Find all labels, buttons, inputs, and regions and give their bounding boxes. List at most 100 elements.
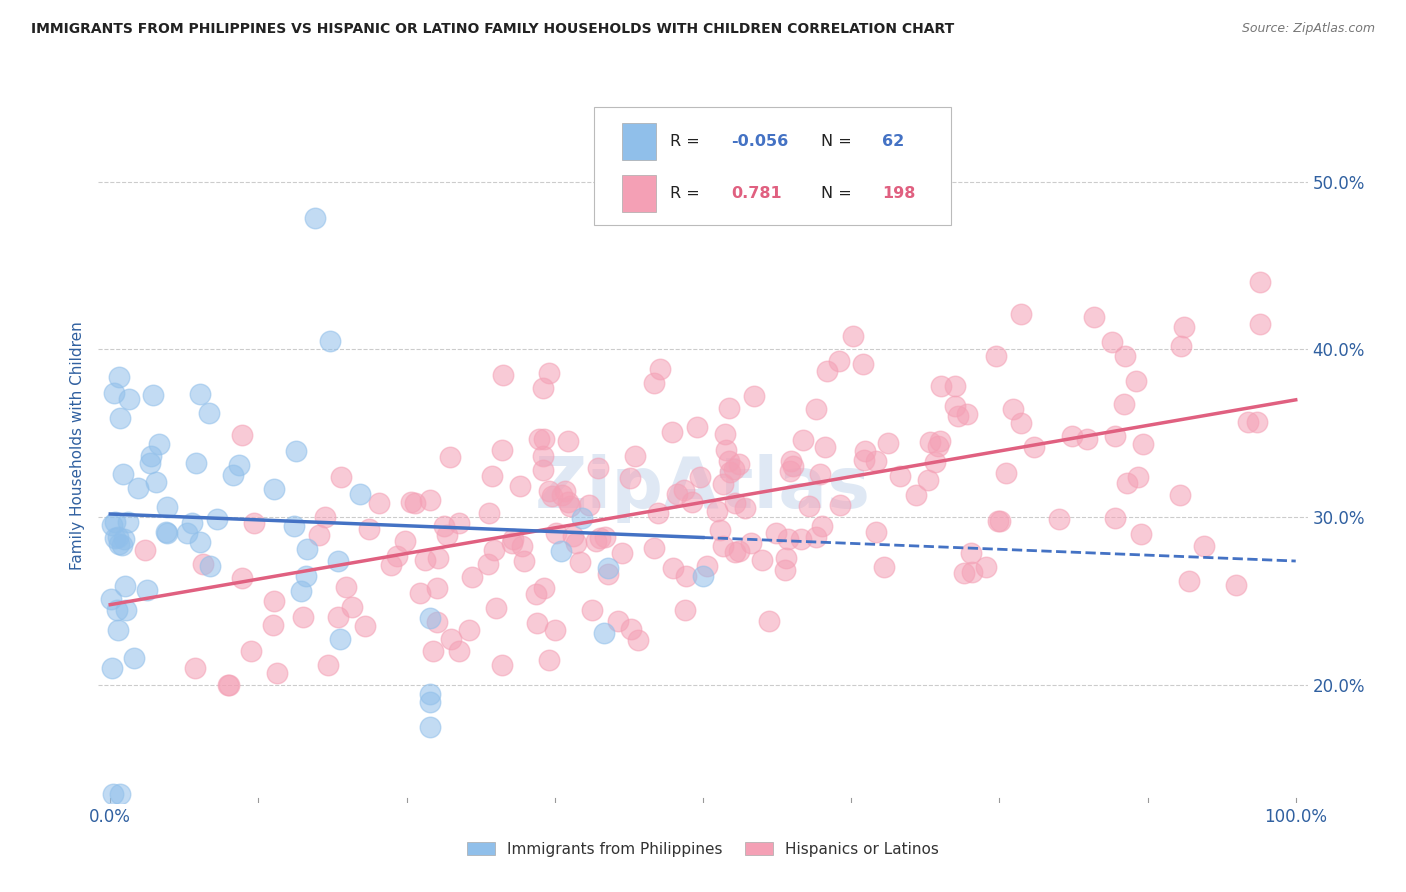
Point bbox=[217, 678, 239, 692]
Point bbox=[193, 558, 215, 572]
Point bbox=[557, 495, 579, 509]
Point bbox=[1249, 318, 1271, 332]
Point bbox=[662, 561, 685, 575]
Text: R =: R = bbox=[671, 186, 710, 201]
Point bbox=[484, 600, 506, 615]
Point bbox=[929, 379, 952, 393]
Point bbox=[108, 537, 131, 551]
Point bbox=[593, 530, 616, 544]
Point bbox=[714, 427, 737, 442]
Point bbox=[316, 657, 339, 672]
Point bbox=[1178, 574, 1201, 589]
Point bbox=[624, 450, 647, 464]
Point bbox=[103, 386, 125, 401]
Point bbox=[436, 528, 458, 542]
Text: 0.781: 0.781 bbox=[731, 186, 782, 201]
Text: Source: ZipAtlas.com: Source: ZipAtlas.com bbox=[1241, 22, 1375, 36]
Point bbox=[404, 496, 426, 510]
Point bbox=[1101, 335, 1123, 350]
Point bbox=[797, 499, 820, 513]
Point bbox=[426, 615, 449, 629]
Point bbox=[477, 557, 499, 571]
Point bbox=[943, 379, 966, 393]
Point bbox=[134, 542, 156, 557]
Point bbox=[734, 500, 756, 515]
Point bbox=[723, 462, 745, 476]
Point bbox=[228, 458, 250, 472]
Point bbox=[349, 487, 371, 501]
Point bbox=[740, 536, 762, 550]
Point bbox=[544, 624, 567, 638]
Point bbox=[491, 442, 513, 457]
Point bbox=[804, 530, 827, 544]
Point bbox=[218, 678, 240, 692]
Point bbox=[100, 517, 122, 532]
Point bbox=[100, 661, 122, 675]
Point bbox=[176, 525, 198, 540]
Point bbox=[492, 368, 515, 383]
Point bbox=[117, 516, 139, 530]
Point bbox=[946, 409, 969, 423]
Point bbox=[778, 532, 800, 546]
Point bbox=[531, 449, 554, 463]
Legend: Immigrants from Philippines, Hispanics or Latinos: Immigrants from Philippines, Hispanics o… bbox=[461, 836, 945, 863]
Point bbox=[419, 493, 441, 508]
Point bbox=[108, 788, 131, 802]
Point bbox=[531, 381, 554, 395]
Point bbox=[724, 545, 747, 559]
Point bbox=[427, 550, 450, 565]
Point bbox=[263, 594, 285, 608]
Point bbox=[1125, 374, 1147, 388]
Point bbox=[380, 558, 402, 572]
Point bbox=[509, 478, 531, 492]
Point bbox=[531, 463, 554, 477]
Text: R =: R = bbox=[671, 134, 706, 149]
Point bbox=[1168, 487, 1191, 501]
Point bbox=[440, 632, 463, 647]
Point bbox=[1126, 469, 1149, 483]
Point bbox=[491, 658, 513, 673]
Point bbox=[943, 399, 966, 413]
Point bbox=[181, 516, 204, 531]
Point bbox=[686, 419, 709, 434]
Point bbox=[231, 427, 253, 442]
Point bbox=[419, 611, 441, 625]
Point bbox=[190, 534, 212, 549]
Point bbox=[243, 516, 266, 530]
Point bbox=[598, 567, 620, 582]
Point bbox=[263, 482, 285, 496]
Point bbox=[877, 435, 900, 450]
Point bbox=[724, 496, 747, 510]
Point bbox=[709, 524, 731, 538]
Point bbox=[308, 528, 330, 542]
Point bbox=[984, 349, 1007, 363]
Point bbox=[790, 532, 813, 546]
Point bbox=[501, 536, 523, 550]
Point bbox=[851, 357, 873, 371]
Point bbox=[330, 470, 353, 484]
Point bbox=[758, 614, 780, 628]
Point bbox=[139, 456, 162, 470]
Point bbox=[841, 329, 863, 343]
Point bbox=[449, 644, 471, 658]
Text: N =: N = bbox=[821, 134, 858, 149]
Point bbox=[104, 532, 127, 546]
Point bbox=[328, 610, 350, 624]
Point bbox=[815, 364, 838, 378]
Point bbox=[1225, 577, 1247, 591]
Point bbox=[326, 554, 349, 568]
Point bbox=[198, 406, 221, 420]
Point bbox=[714, 442, 737, 457]
Point bbox=[115, 603, 138, 617]
Point bbox=[929, 434, 952, 449]
Point bbox=[744, 389, 766, 403]
Point bbox=[853, 444, 876, 458]
Point bbox=[960, 546, 983, 560]
Point bbox=[924, 454, 946, 468]
Point bbox=[865, 454, 887, 468]
Point bbox=[779, 453, 801, 467]
Point bbox=[1112, 397, 1135, 411]
Point bbox=[1002, 401, 1025, 416]
Point bbox=[828, 353, 851, 368]
Point bbox=[620, 622, 643, 636]
